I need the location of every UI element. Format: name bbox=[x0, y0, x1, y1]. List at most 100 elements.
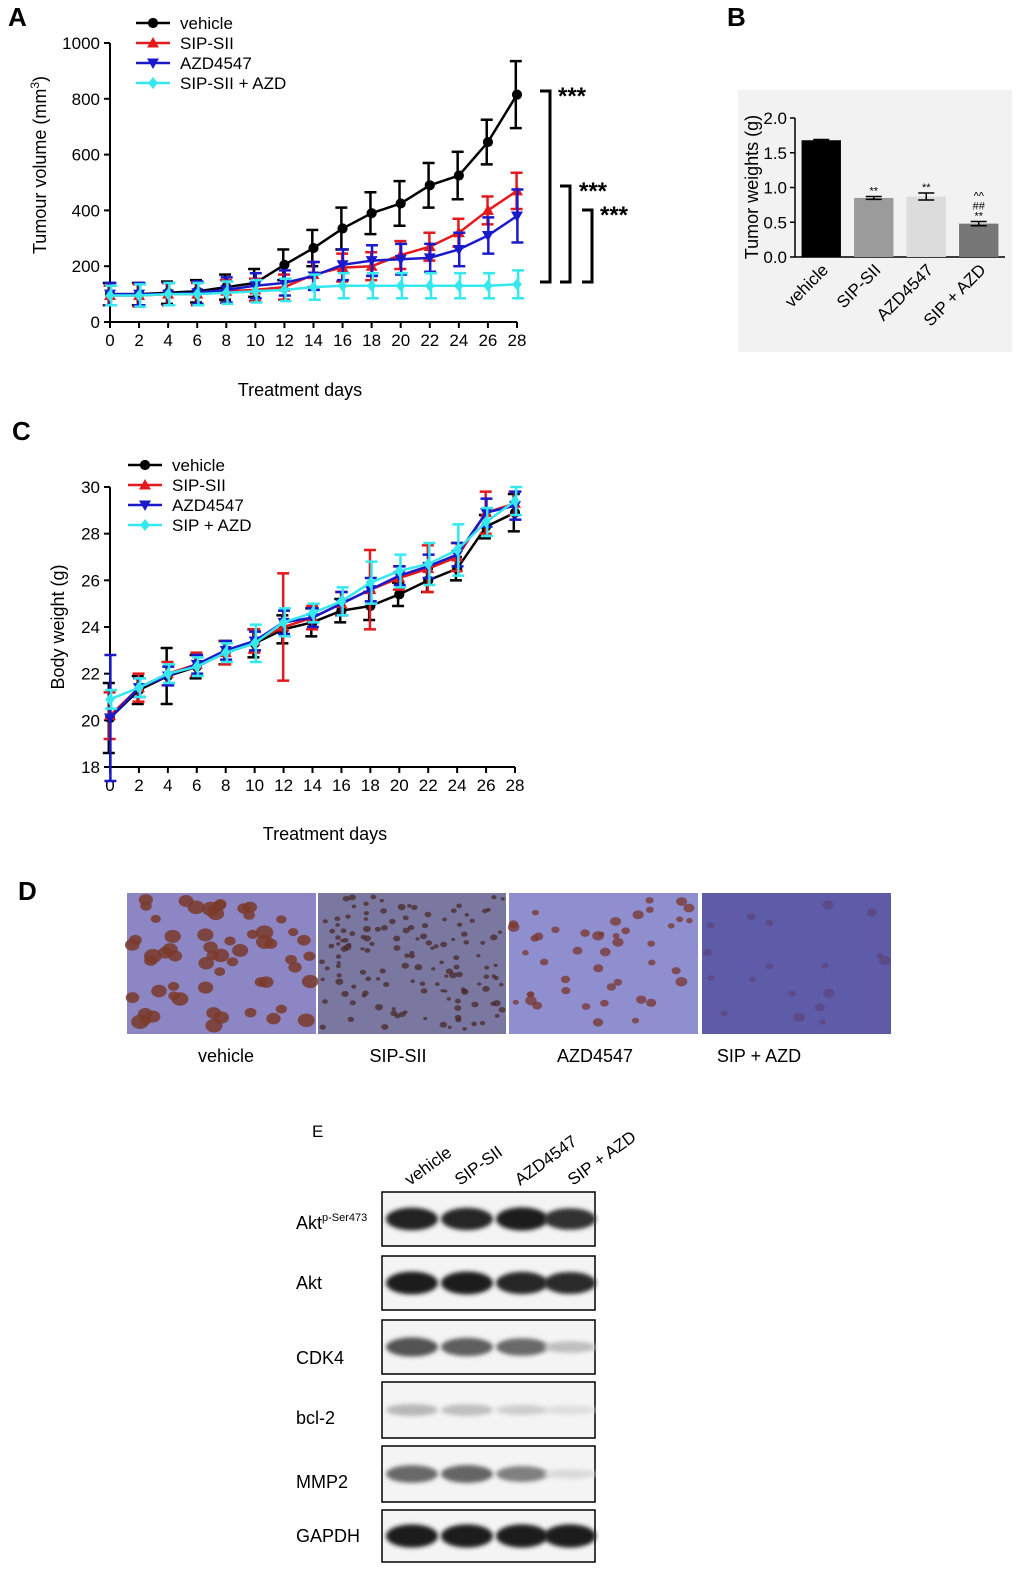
series-line bbox=[109, 499, 516, 701]
stained-cell bbox=[408, 953, 416, 959]
stained-cell bbox=[480, 940, 486, 945]
stained-cell bbox=[612, 933, 620, 939]
chart-c-ylabel: Body weight (g) bbox=[48, 564, 68, 689]
x-tick-label: 4 bbox=[163, 331, 172, 350]
stained-cell bbox=[144, 955, 158, 966]
stained-cell bbox=[463, 940, 470, 945]
stained-cell bbox=[415, 937, 420, 941]
stained-cell bbox=[676, 897, 688, 906]
stained-cell bbox=[375, 977, 381, 981]
legend-label: SIP-SII bbox=[180, 34, 234, 53]
stained-cell bbox=[671, 967, 681, 975]
stained-cell bbox=[349, 931, 356, 937]
data-point bbox=[510, 495, 520, 507]
stained-cell bbox=[288, 928, 299, 937]
stained-cell bbox=[683, 903, 695, 913]
data-point bbox=[481, 204, 494, 215]
x-tick-label: 2 bbox=[134, 331, 143, 350]
stained-cell bbox=[226, 957, 239, 967]
stained-cell bbox=[151, 984, 167, 998]
sig-stars-2: *** bbox=[579, 178, 608, 205]
panel-letter-c: C bbox=[12, 416, 31, 446]
stained-cell bbox=[402, 927, 410, 934]
stained-cell bbox=[613, 978, 623, 986]
stained-cell bbox=[363, 911, 370, 916]
data-point bbox=[423, 253, 436, 264]
stained-cell bbox=[445, 968, 454, 975]
stained-cell bbox=[431, 967, 436, 971]
data-point bbox=[424, 279, 435, 292]
data-point bbox=[134, 289, 144, 302]
stained-cell bbox=[342, 937, 349, 943]
stained-cell bbox=[374, 1004, 383, 1011]
data-point bbox=[337, 279, 348, 292]
x-tick-label: 22 bbox=[419, 776, 438, 795]
stained-cell bbox=[237, 903, 251, 914]
legend-label: SIP + AZD bbox=[172, 516, 252, 535]
stained-cell bbox=[500, 897, 505, 901]
stained-cell bbox=[319, 959, 325, 965]
y-tick-label: 600 bbox=[72, 146, 100, 165]
stained-cell bbox=[402, 915, 409, 921]
stained-cell bbox=[364, 948, 371, 953]
data-point bbox=[163, 288, 173, 301]
blot-band bbox=[496, 1271, 548, 1295]
legend-label: SIP-SII + AZD bbox=[180, 74, 286, 93]
blot-band bbox=[386, 1465, 438, 1483]
stained-cell bbox=[821, 962, 829, 969]
stained-cell bbox=[380, 925, 388, 931]
stained-cell bbox=[336, 973, 342, 978]
ihc-images: vehicle SIP-SII AZD4547 SIP + AZD bbox=[124, 893, 891, 1066]
bracket-azd bbox=[582, 208, 594, 284]
stained-cell bbox=[600, 999, 609, 1007]
blot-band bbox=[441, 1337, 493, 1357]
y-tick-label: 30 bbox=[81, 478, 100, 497]
data-point bbox=[454, 279, 464, 292]
stained-cell bbox=[351, 984, 357, 989]
chart-a-series bbox=[102, 59, 525, 308]
wb-label-cdk4: CDK4 bbox=[296, 1348, 344, 1368]
y-tick-label: 22 bbox=[81, 665, 100, 684]
stained-cell bbox=[390, 1010, 398, 1017]
blot-band bbox=[496, 1404, 548, 1416]
stained-cell bbox=[171, 992, 189, 1006]
stained-cell bbox=[167, 981, 180, 991]
sig-stars-3: *** bbox=[600, 202, 629, 229]
stained-cell bbox=[676, 916, 684, 923]
stained-cell bbox=[301, 974, 319, 989]
ihc-label-vehicle: vehicle bbox=[198, 1046, 254, 1066]
stained-cell bbox=[403, 1010, 408, 1014]
blot-band bbox=[386, 1207, 438, 1231]
data-point bbox=[279, 259, 290, 270]
stained-cell bbox=[232, 944, 249, 957]
x-tick-label: 12 bbox=[275, 331, 294, 350]
stained-cell bbox=[483, 974, 490, 979]
y-tick-label: 26 bbox=[81, 571, 100, 590]
blot-band bbox=[386, 1524, 438, 1548]
stained-cell bbox=[819, 1019, 826, 1025]
stained-cell bbox=[746, 913, 756, 921]
stained-cell bbox=[461, 988, 469, 995]
stained-cell bbox=[348, 894, 356, 901]
data-point bbox=[279, 283, 290, 296]
stained-cell bbox=[477, 982, 482, 986]
stained-cell bbox=[329, 928, 336, 934]
wb-blots bbox=[381, 1191, 596, 1563]
x-tick-label: 18 bbox=[361, 776, 380, 795]
ihc-label-azd4547: AZD4547 bbox=[557, 1046, 633, 1066]
ihc-image-sipsii bbox=[318, 893, 506, 1034]
y-tick-label: 400 bbox=[72, 201, 100, 220]
x-tick-label: 22 bbox=[420, 331, 439, 350]
stained-cell bbox=[334, 916, 341, 922]
stained-cell bbox=[498, 1007, 506, 1013]
stained-cell bbox=[646, 998, 657, 1007]
wb-label-bcl2: bcl-2 bbox=[296, 1408, 335, 1428]
data-point bbox=[424, 180, 435, 191]
stained-cell bbox=[224, 936, 236, 946]
data-point bbox=[366, 208, 377, 219]
legend-marker bbox=[147, 17, 159, 29]
stained-cell bbox=[365, 976, 372, 982]
x-tick-label: 24 bbox=[449, 331, 468, 350]
